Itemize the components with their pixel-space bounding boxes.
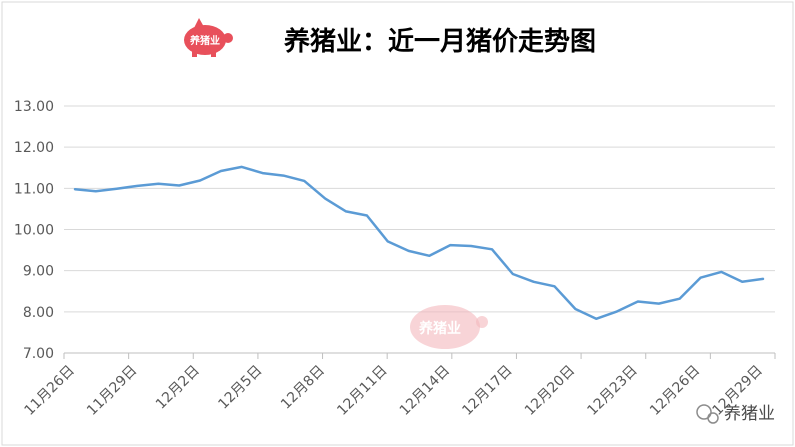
footer-brand: 养猪业 [696, 404, 775, 424]
watermark: 养猪业 [410, 305, 488, 349]
y-tick-label: 13.00 [14, 99, 54, 115]
y-tick-label: 9.00 [23, 264, 54, 280]
y-tick-label: 8.00 [23, 305, 54, 321]
logo: 养猪业 [184, 18, 233, 57]
wechat-icon [696, 404, 712, 420]
y-tick-label: 7.00 [23, 346, 54, 362]
logo-text: 养猪业 [189, 34, 220, 47]
pig-ear-icon [194, 18, 204, 28]
pig-leg-icon [211, 51, 216, 57]
grid [64, 105, 775, 354]
chart-title: 养猪业：近一月猪价走势图 [283, 26, 596, 57]
y-tick-label: 12.00 [14, 140, 54, 156]
footer-text: 养猪业 [724, 404, 775, 424]
pig-leg-icon [192, 51, 197, 57]
pig-snout-icon [223, 33, 233, 43]
watermark-text: 养猪业 [418, 320, 461, 337]
y-tick-label: 11.00 [14, 181, 54, 197]
watermark-snout-icon [476, 316, 488, 328]
pig-logo-icon [184, 25, 226, 55]
wechat-bubble-icon [707, 412, 719, 424]
watermark-pig-icon [410, 305, 480, 349]
series-line [73, 165, 765, 321]
y-tick-label: 10.00 [14, 223, 54, 239]
y-axis: 7.00 8.00 9.00 10.00 11.00 12.00 13.00 [14, 99, 54, 362]
